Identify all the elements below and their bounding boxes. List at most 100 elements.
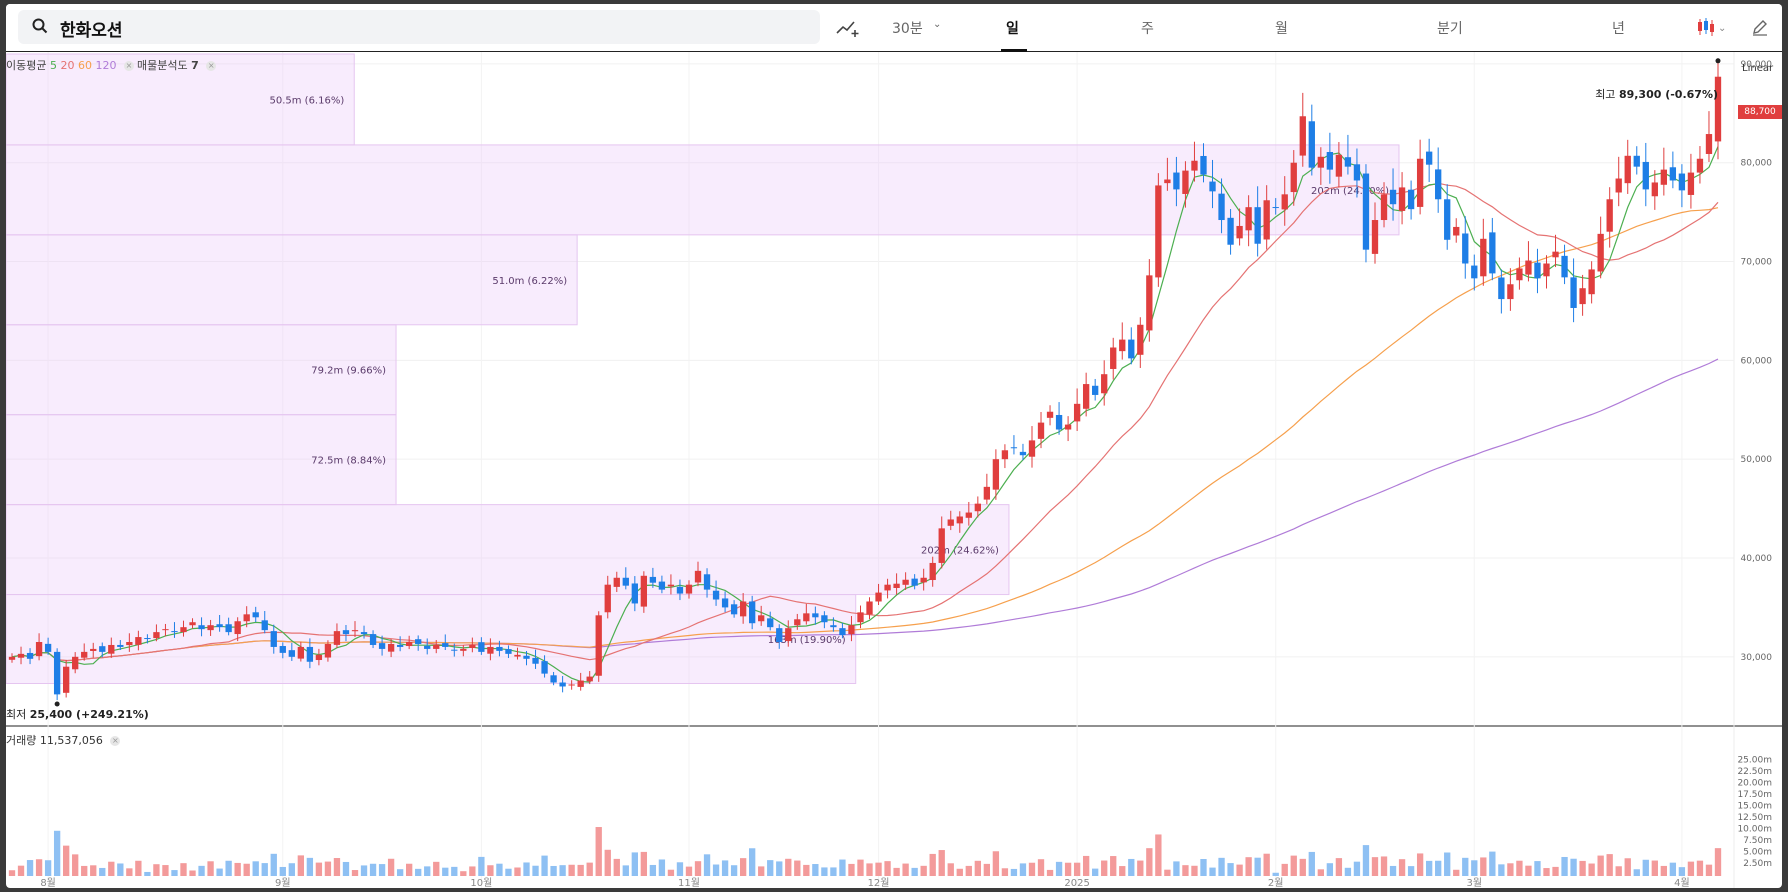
x-axis-label: 3월 [1467,877,1483,888]
candle-body [324,643,332,658]
volume-bar [387,858,395,876]
volume-bar [1435,860,1442,876]
candle-body [631,583,638,604]
volume-bar [1588,863,1595,876]
candle-body [1218,193,1225,221]
candle-body [1146,275,1153,331]
scale-mode[interactable]: Linear [1742,63,1774,74]
indicator-add-icon[interactable] [836,18,860,42]
candle-body [1173,172,1180,190]
candle-body [162,629,169,631]
candle-body [1326,151,1334,170]
volume-bar [396,869,404,876]
volume-bar [1335,858,1343,876]
search-query[interactable]: 한화오션 [60,21,123,41]
ma60-line [11,207,1719,662]
volume-bar [1615,866,1622,876]
tab-year[interactable]: 년 [1612,21,1625,37]
candle-body [1561,255,1568,278]
candle-body [1263,200,1270,240]
volume-bar [532,865,539,876]
toolbar: 한화오션 30분 ⌄ 일 주 월 분기 년 ⌄ [6,4,1782,52]
volume-bar [1534,861,1541,876]
close-icon[interactable]: × [110,736,121,746]
candle-body [1001,450,1009,460]
candle-body [1037,422,1045,439]
candle-body [938,528,945,563]
tab-quarter[interactable]: 분기 [1437,21,1463,37]
volume-tick-label: 15.00m [1737,802,1772,812]
candle-body [821,615,828,623]
candle-body [216,624,223,628]
candle-body [225,624,232,633]
chevron-down-icon[interactable]: ⌄ [933,19,942,30]
pencil-icon[interactable] [1751,18,1769,40]
candle-body [469,644,476,649]
volume-bar [1398,859,1406,876]
volume-bar [1119,866,1126,876]
ma5-line [11,146,1719,683]
volume-bar [351,870,359,876]
volume-bar [1173,861,1180,876]
volume-profile-bar [6,414,397,506]
search-icon[interactable] [32,18,48,38]
chart-type-icon[interactable]: ⌄ [1696,17,1728,41]
candle-body [1272,207,1279,209]
candle-body [1182,170,1189,194]
candle-body [785,628,792,642]
volume-bar [1092,868,1099,876]
ma-legend[interactable]: 이동평균 5 20 60 120 × [6,57,134,73]
volume-bar [767,860,774,876]
volume-tick-label: 7.50m [1743,836,1772,846]
volume-bar [171,870,178,876]
volume-bar [947,863,954,876]
chart-window: 한화오션 30분 ⌄ 일 주 월 분기 년 ⌄ 30,000 40,000 50,0… [6,4,1782,888]
candle-body [1092,385,1099,395]
candle-body [1498,277,1505,300]
volume-legend[interactable]: 거래량 11,537,056 × [6,732,121,748]
low-marker [54,701,60,707]
volume-bar [1110,856,1117,876]
volume-bar [1669,862,1677,876]
price-tick-label: 90,000 [1741,60,1773,70]
search-bar[interactable]: 한화오션 [18,10,820,44]
volume-bar [1073,862,1081,876]
tab-week[interactable]: 주 [1141,21,1154,37]
candle-body [848,625,855,635]
candle-body [983,486,991,500]
volume-profile-label: 202m (24.60%) [1311,186,1389,197]
volume-profile-bar [6,504,1010,596]
candle-body [767,618,774,628]
candle-body [1046,411,1054,418]
tab-month[interactable]: 월 [1275,21,1288,37]
volume-bar [1055,861,1063,876]
price-chart[interactable]: 30,000 40,000 50,000 60,000 70,000 80,000 90,0… [6,4,1782,888]
candle-body [1227,217,1234,245]
volume-bar [758,866,765,876]
volume-bar [803,864,810,876]
candle-body [794,619,801,626]
candle-body [72,656,79,670]
volume-bar [261,863,268,876]
candle-body [812,613,819,618]
candle-body [1290,162,1297,193]
tab-day[interactable]: 일 [1006,21,1019,37]
volume-bar [297,855,305,876]
low-price-label: 최저 25,400 (+249.21%) [6,706,149,722]
candle-body [26,652,34,659]
candle-body [1209,181,1216,192]
close-icon[interactable]: × [206,61,217,71]
interval-select[interactable]: 30분 [892,21,923,37]
candle-body [712,590,720,600]
candle-body [514,654,521,657]
volume-bar [126,868,133,876]
volume-bar [1705,864,1713,876]
candle-body [1362,173,1370,250]
candle-body [1073,403,1081,422]
volume-bar [649,864,657,876]
volume-tick-label: 12.50m [1737,813,1772,823]
vp-legend[interactable]: 매물분석도 7 × [137,57,217,73]
x-axis-label: 2025 [1064,878,1089,888]
volume-bar [487,865,494,876]
close-icon[interactable]: × [123,61,134,71]
